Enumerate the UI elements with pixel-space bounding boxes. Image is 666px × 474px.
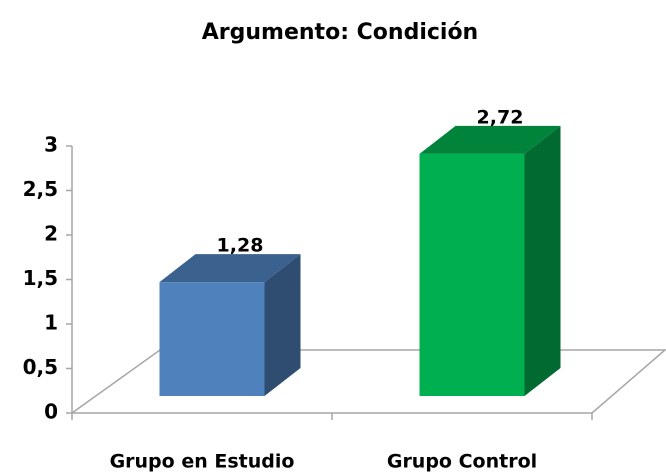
bar	[419, 125, 561, 397]
bar	[159, 254, 301, 396]
bar-side	[264, 254, 301, 396]
y-tick-label: 1,5	[23, 266, 58, 290]
bar-side	[524, 125, 561, 397]
bar-top	[159, 254, 301, 283]
value-label: 2,72	[477, 106, 524, 128]
y-tick-label: 2,5	[23, 177, 58, 201]
y-tick-label: 1	[44, 311, 58, 335]
bar-front	[159, 282, 265, 396]
value-label: 1,28	[217, 235, 264, 257]
chart-title: Argumento: Condición	[202, 20, 478, 45]
x-tick-label: Grupo en Estudio	[110, 451, 295, 473]
x-tick-label: Grupo Control	[387, 451, 537, 473]
bar-top	[419, 125, 561, 154]
floor	[71, 349, 666, 414]
y-tick-label: 3	[44, 133, 58, 157]
y-tick-label: 2	[44, 222, 58, 246]
y-tick-label: 0	[44, 400, 58, 424]
bar-front	[419, 153, 525, 396]
y-tick-label: 0,5	[23, 355, 58, 379]
